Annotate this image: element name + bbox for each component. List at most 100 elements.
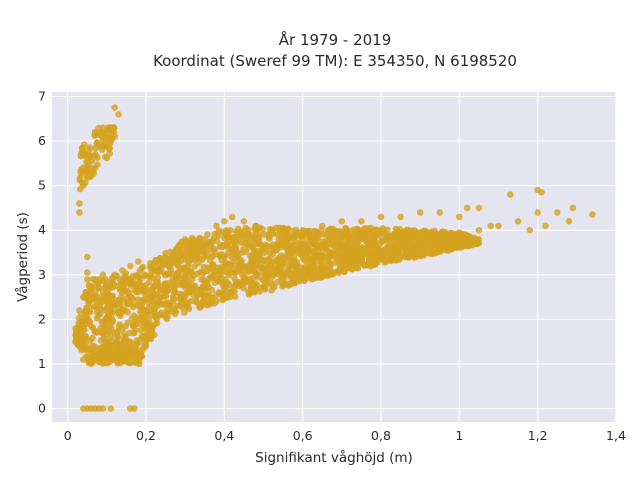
- scatter-point: [463, 204, 471, 212]
- scatter-point: [106, 145, 113, 152]
- scatter-point: [145, 279, 153, 286]
- scatter-point: [171, 310, 179, 318]
- scatter-point: [150, 289, 158, 297]
- scatter-point: [145, 317, 153, 324]
- scatter-point: [75, 315, 83, 322]
- x-tick-label: 0: [64, 428, 72, 443]
- scatter-point: [361, 225, 369, 233]
- scatter-point: [224, 238, 231, 246]
- scatter-point: [294, 246, 302, 253]
- scatter-point: [222, 259, 229, 266]
- scatter-point: [436, 209, 444, 216]
- scatter-point: [534, 209, 541, 216]
- scatter-point: [202, 278, 209, 286]
- scatter-point: [80, 182, 87, 189]
- scatter-point: [111, 301, 118, 309]
- scatter-point: [99, 405, 107, 412]
- scatter-point: [311, 272, 319, 279]
- scatter-point: [149, 274, 157, 282]
- scatter-point: [176, 247, 184, 255]
- y-tick-label: 5: [38, 178, 46, 193]
- scatter-point: [152, 263, 160, 271]
- scatter-point: [309, 260, 317, 268]
- scatter-point: [378, 237, 385, 244]
- scatter-point: [72, 331, 80, 339]
- scatter-point: [116, 310, 123, 318]
- scatter-point: [334, 237, 342, 244]
- scatter-point: [384, 243, 391, 250]
- scatter-point: [230, 237, 237, 245]
- scatter-point: [91, 151, 99, 158]
- y-tick-label: 3: [38, 267, 46, 282]
- scatter-point: [168, 255, 175, 262]
- scatter-point: [76, 209, 83, 216]
- scatter-point: [150, 284, 157, 292]
- scatter-point: [119, 267, 126, 274]
- scatter-point: [269, 251, 276, 258]
- scatter-point: [338, 258, 346, 265]
- scatter-point: [128, 315, 136, 323]
- scatter-point: [589, 211, 596, 218]
- scatter-point: [154, 281, 162, 288]
- scatter-point: [340, 268, 348, 276]
- scatter-point: [277, 243, 284, 251]
- scatter-point: [211, 230, 219, 238]
- scatter-point: [475, 204, 483, 212]
- scatter-point: [270, 245, 277, 253]
- scatter-point: [111, 104, 118, 111]
- scatter-point: [89, 334, 96, 342]
- scatter-point: [287, 270, 294, 278]
- scatter-point: [372, 233, 380, 240]
- scatter-point: [91, 351, 99, 359]
- scatter-point: [252, 286, 259, 293]
- scatter-point: [317, 257, 325, 264]
- scatter-point: [134, 351, 142, 359]
- scatter-point: [254, 251, 262, 258]
- scatter-point: [86, 152, 94, 160]
- scatter-point: [331, 253, 339, 261]
- x-tick-label: 0,4: [214, 428, 234, 443]
- scatter-point: [214, 264, 222, 271]
- scatter-point: [242, 236, 250, 243]
- scatter-point: [266, 226, 274, 233]
- scatter-point: [115, 111, 122, 118]
- x-axis-title: Signifikant våghöjd (m): [255, 449, 413, 466]
- scatter-point: [148, 269, 155, 276]
- scatter-point: [153, 268, 160, 276]
- scatter-point: [252, 222, 259, 230]
- scatter-point: [96, 131, 104, 139]
- scatter-point: [201, 289, 209, 297]
- scatter-point: [127, 349, 134, 357]
- scatter-point: [173, 261, 181, 269]
- scatter-point: [88, 323, 95, 330]
- scatter-point: [115, 323, 123, 331]
- scatter-point: [131, 405, 138, 412]
- scatter-point: [217, 271, 225, 278]
- scatter-point: [134, 258, 142, 265]
- scatter-point: [95, 276, 103, 283]
- scatter-point: [182, 284, 189, 292]
- scatter-point: [236, 227, 243, 235]
- scatter-point: [189, 282, 197, 289]
- scatter-point: [233, 250, 241, 257]
- scatter-point: [121, 330, 128, 338]
- y-tick-label: 7: [38, 88, 46, 103]
- scatter-point: [197, 268, 204, 276]
- scatter-point: [345, 252, 352, 259]
- scatter-point: [416, 209, 424, 216]
- scatter-point: [100, 335, 108, 343]
- scatter-point: [514, 218, 522, 225]
- y-axis-ticks: 0 1 2 3 4 5 6 7: [38, 88, 46, 415]
- scatter-point: [181, 253, 189, 261]
- scatter-point: [187, 268, 195, 275]
- scatter-point: [95, 358, 103, 366]
- scatter-point: [234, 256, 242, 263]
- scatter-point: [86, 309, 94, 316]
- scatter-point: [230, 244, 237, 252]
- scatter-point: [153, 315, 161, 323]
- scatter-point: [228, 213, 236, 221]
- scatter-point: [299, 267, 307, 274]
- scatter-point: [261, 231, 268, 238]
- scatter-point: [249, 235, 257, 243]
